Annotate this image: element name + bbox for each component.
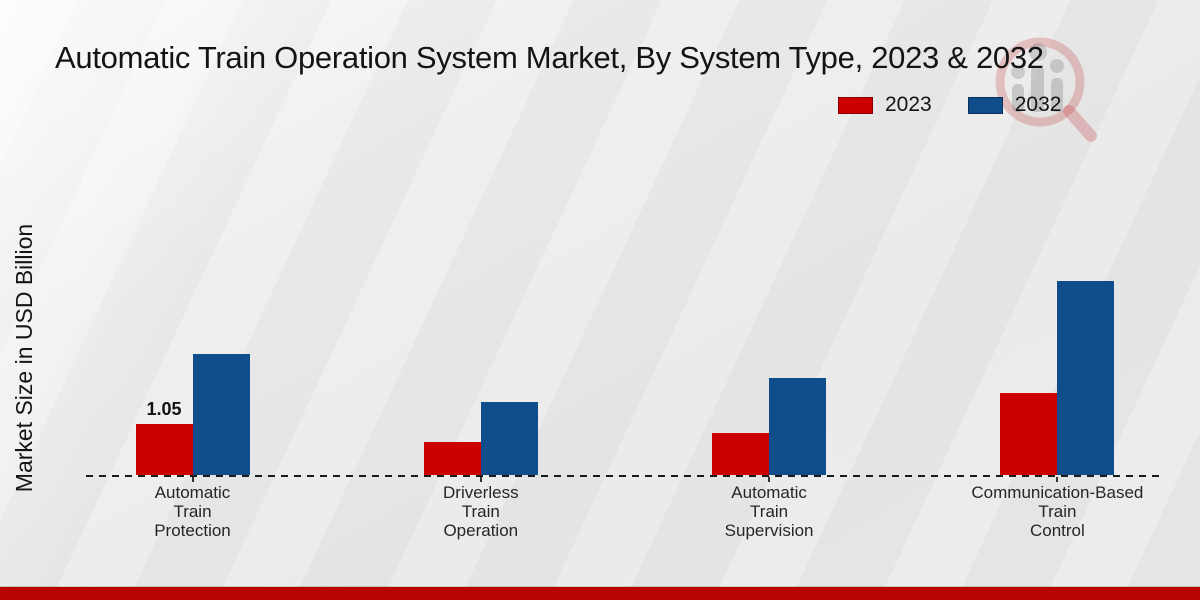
legend-label-2023: 2023	[885, 93, 932, 116]
category-label-line: Driverless	[443, 483, 519, 502]
x-axis-tick	[768, 477, 771, 482]
category-label-line: Automatic	[731, 483, 807, 502]
category-label-line: Control	[1029, 521, 1085, 540]
chart-title: Automatic Train Operation System Market,…	[55, 40, 1044, 75]
category-label-line: Automatic	[154, 483, 231, 502]
category-label-line: Protection	[154, 521, 231, 540]
legend-label-2032: 2032	[1014, 93, 1062, 116]
x-axis-tick	[1056, 477, 1059, 482]
category-label-automatic-train-protection: Automatic Train Protection	[73, 483, 313, 540]
category-label-line: Supervision	[724, 521, 814, 540]
bar-2032-automatic-train-protection	[192, 354, 250, 475]
bar-2032-communication-based-train-control	[1057, 281, 1115, 475]
category-label-automatic-train-supervision: Automatic Train Supervision	[649, 483, 889, 540]
footer-accent-bar	[0, 587, 1200, 600]
y-axis-label: Market Size in USD Billion	[11, 223, 37, 493]
legend-item-2032: 2032	[967, 93, 1062, 117]
x-axis-tick	[191, 477, 194, 482]
bar-2023-driverless-train-operation	[423, 442, 481, 475]
x-axis-tick	[479, 477, 482, 482]
magnifier-bar-chart-logo-icon	[995, 37, 1097, 142]
bar-2023-communication-based-train-control	[1000, 393, 1058, 475]
category-label-line: Train	[1038, 502, 1077, 521]
bar-value-label: 1.05	[146, 399, 182, 419]
legend: 2023 2032	[838, 93, 1083, 117]
legend-item-2023: 2023	[838, 93, 932, 117]
category-label-line: Train	[750, 502, 789, 521]
category-label-driverless-train-operation: Driverless Train Operation	[361, 483, 601, 540]
category-label-line: Train	[461, 502, 500, 521]
category-label-line: Communication-Based	[971, 483, 1144, 502]
category-label-communication-based-train-control: Communication-Based Train Control	[937, 483, 1177, 540]
bar-2032-driverless-train-operation	[480, 402, 538, 475]
legend-swatch-2023	[838, 96, 873, 114]
category-label-line: Operation	[443, 521, 519, 540]
bar-2023-automatic-train-supervision	[712, 433, 770, 475]
bar-2023-automatic-train-protection	[135, 424, 193, 475]
bar-2032-automatic-train-supervision	[769, 378, 827, 475]
legend-swatch-2032	[967, 96, 1003, 114]
x-axis-baseline	[86, 475, 1164, 477]
category-label-line: Train	[173, 502, 212, 521]
